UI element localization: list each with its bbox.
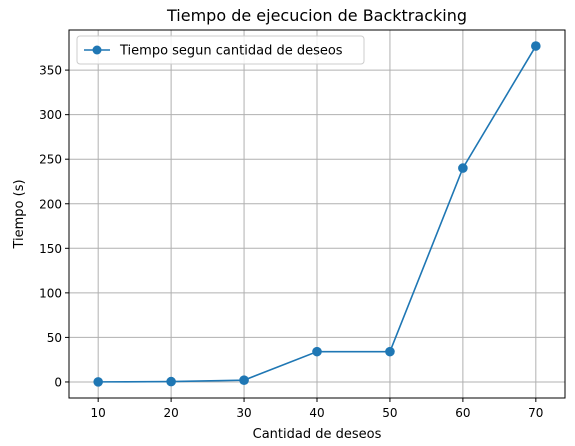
- y-tick-label: 300: [39, 108, 62, 122]
- chart-title: Tiempo de ejecucion de Backtracking: [166, 6, 467, 25]
- y-tick-label: 100: [39, 286, 62, 300]
- data-point: [458, 163, 468, 173]
- y-tick-label: 200: [39, 197, 62, 211]
- y-axis-label: Tiempo (s): [12, 179, 27, 249]
- y-tick-label: 150: [39, 242, 62, 256]
- data-point: [531, 41, 541, 51]
- x-axis-label: Cantidad de deseos: [253, 427, 382, 442]
- x-tick-label: 30: [236, 406, 251, 420]
- x-tick-label: 40: [309, 406, 324, 420]
- y-tick-label: 350: [39, 64, 62, 78]
- y-tick-label: 0: [54, 375, 62, 389]
- x-tick-label: 70: [528, 406, 543, 420]
- y-tick-label: 250: [39, 153, 62, 167]
- data-point: [166, 376, 176, 387]
- axis-ticks: 10 20 30 40 50 60 70 0 50 100 150 200 250 300 350: [39, 64, 543, 420]
- legend-box: [76, 35, 365, 65]
- x-tick-label: 50: [382, 406, 397, 420]
- series-layer: [93, 41, 541, 387]
- legend-label: Tiempo segun cantidad de deseos: [119, 44, 343, 59]
- y-tick-label: 50: [47, 331, 62, 345]
- legend: Tiempo segun cantidad de deseos: [76, 35, 365, 65]
- data-point: [385, 346, 395, 357]
- data-point: [93, 377, 103, 387]
- grid: [69, 30, 565, 398]
- x-tick-label: 20: [163, 406, 178, 420]
- legend-point-marker: [92, 45, 102, 55]
- x-tick-label: 10: [91, 406, 106, 420]
- data-point: [239, 375, 249, 385]
- x-tick-label: 60: [455, 406, 470, 420]
- data-point: [312, 346, 322, 357]
